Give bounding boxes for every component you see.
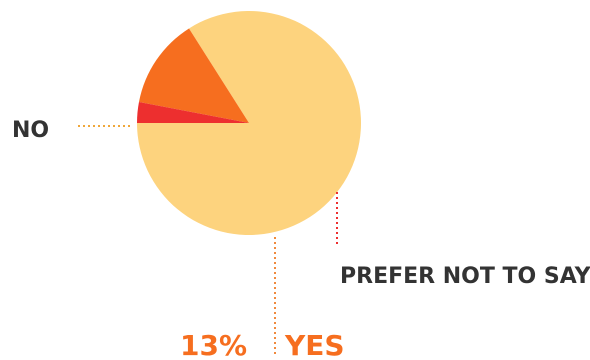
value-label-yes: 13% bbox=[180, 329, 247, 360]
pie-slice-prefer-not-to-say bbox=[137, 102, 249, 123]
pie-slices bbox=[137, 11, 362, 236]
pie-slice-yes bbox=[138, 28, 249, 123]
label-prefer-not-to-say: PREFER NOT TO SAY bbox=[340, 264, 590, 289]
label-yes: YES bbox=[284, 329, 345, 360]
leader-lines bbox=[78, 125, 338, 355]
pie-slice-no bbox=[137, 11, 362, 236]
label-no: NO bbox=[12, 118, 49, 143]
